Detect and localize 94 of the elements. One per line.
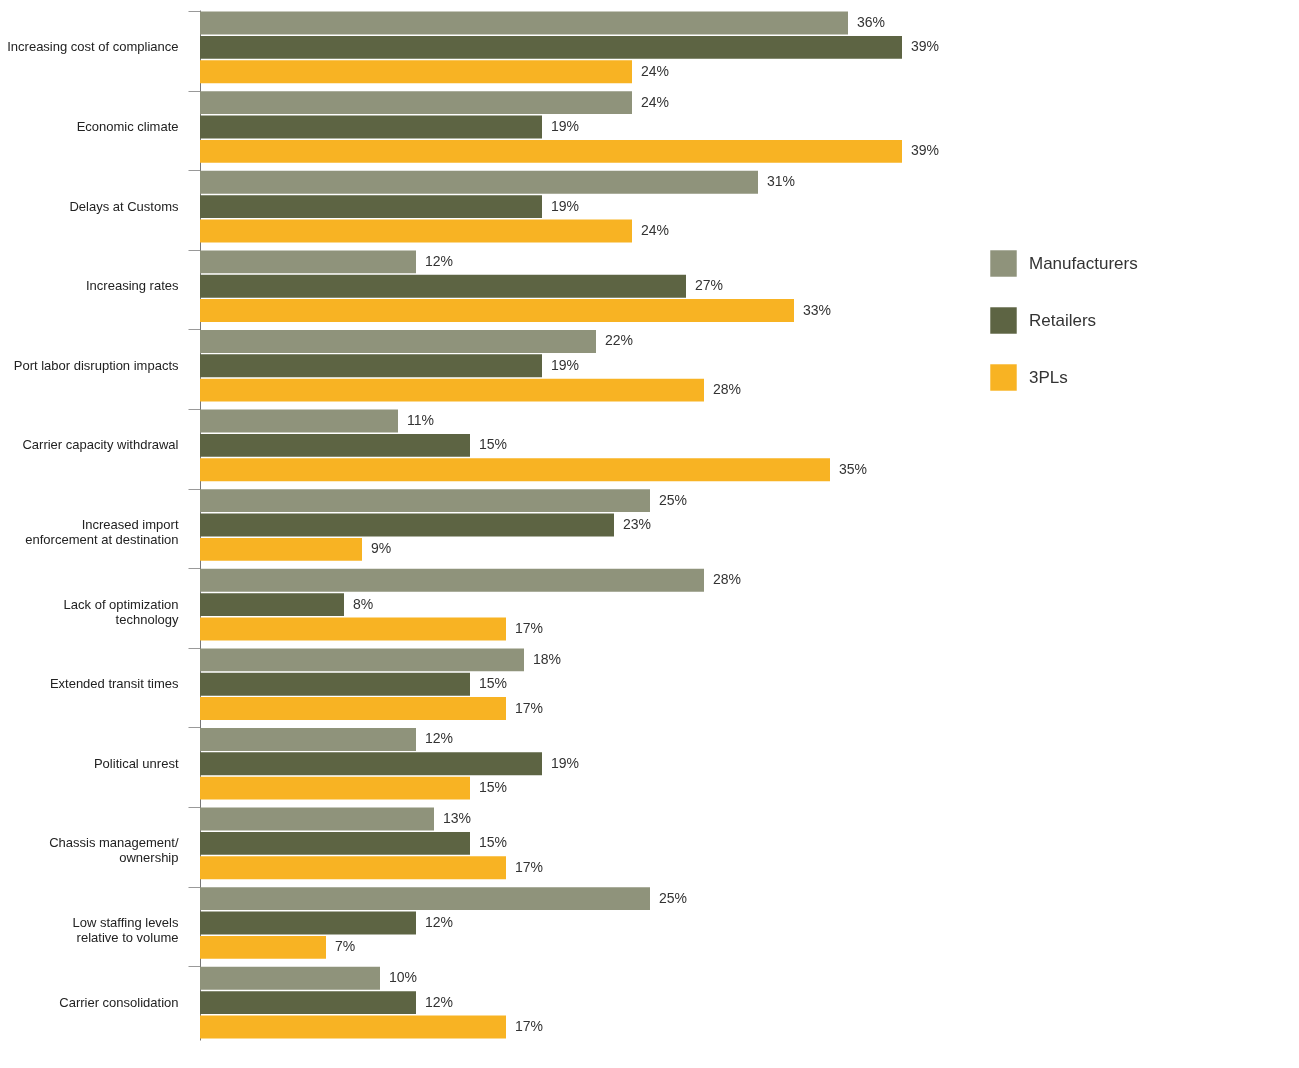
data-label: 19% bbox=[551, 754, 580, 771]
bar bbox=[200, 274, 686, 298]
data-label: 24% bbox=[641, 62, 670, 79]
data-label: 27% bbox=[695, 277, 724, 294]
data-label: 31% bbox=[767, 173, 796, 190]
bar bbox=[200, 648, 524, 672]
data-label: 25% bbox=[659, 491, 688, 508]
bar bbox=[200, 617, 506, 641]
y-tick-label: Port labor disruption impacts bbox=[13, 357, 179, 373]
bar bbox=[200, 513, 614, 537]
y-tick-label: Increasing cost of compliance bbox=[7, 39, 179, 55]
bar bbox=[200, 537, 362, 561]
data-label: 39% bbox=[911, 142, 940, 159]
y-tick-label: Political unrest bbox=[93, 755, 179, 771]
bar bbox=[200, 593, 344, 617]
data-label: 18% bbox=[533, 650, 562, 667]
data-label: 17% bbox=[515, 619, 544, 636]
y-tick-label: Carrier capacity withdrawal bbox=[22, 437, 179, 453]
bar bbox=[200, 170, 758, 194]
bar bbox=[200, 1015, 506, 1039]
data-label: 28% bbox=[713, 381, 742, 398]
bar bbox=[200, 568, 704, 592]
bar bbox=[200, 672, 470, 696]
data-label: 10% bbox=[389, 969, 418, 986]
y-tick-label: Lack of optimization technology bbox=[63, 596, 179, 627]
bar bbox=[200, 139, 902, 163]
bar bbox=[200, 299, 794, 323]
data-label: 7% bbox=[335, 938, 356, 955]
bar bbox=[200, 329, 596, 353]
data-label: 17% bbox=[515, 699, 544, 716]
data-label: 25% bbox=[659, 889, 688, 906]
data-label: 33% bbox=[803, 301, 832, 318]
bar bbox=[200, 911, 416, 935]
y-tick-label: Delays at Customs bbox=[69, 198, 179, 214]
data-label: 17% bbox=[515, 1017, 544, 1034]
data-label: 23% bbox=[623, 516, 652, 532]
data-label: 19% bbox=[551, 356, 580, 373]
data-label: 24% bbox=[641, 93, 670, 110]
bar bbox=[200, 831, 470, 855]
bar bbox=[200, 856, 506, 880]
y-tick-label: Economic climate bbox=[76, 119, 179, 135]
data-label: 12% bbox=[425, 993, 454, 1010]
data-label: 39% bbox=[911, 38, 940, 55]
bar bbox=[200, 409, 398, 433]
bar bbox=[200, 935, 326, 959]
bar bbox=[200, 752, 542, 776]
bar bbox=[200, 35, 902, 59]
y-tick-label: Increasing rates bbox=[86, 278, 179, 294]
y-tick-label: Low staffing levels relative to volume bbox=[72, 914, 179, 945]
data-label: 28% bbox=[713, 571, 742, 588]
data-label: 15% bbox=[479, 834, 508, 851]
data-label: 15% bbox=[479, 779, 508, 796]
y-tick-label: Increased import enforcement at destination bbox=[25, 517, 179, 547]
bar bbox=[200, 776, 470, 800]
bar bbox=[200, 458, 830, 482]
data-label: 19% bbox=[551, 118, 580, 135]
bar bbox=[200, 250, 416, 274]
bar bbox=[200, 887, 650, 911]
data-label: 13% bbox=[443, 810, 472, 827]
bar bbox=[200, 433, 470, 457]
bar bbox=[200, 354, 542, 378]
data-label: 35% bbox=[839, 460, 868, 477]
data-label: 9% bbox=[371, 540, 392, 557]
bar bbox=[200, 489, 650, 513]
legend-label: Retailers bbox=[1029, 310, 1097, 330]
bar bbox=[200, 378, 704, 402]
bar bbox=[200, 697, 506, 721]
data-label: 12% bbox=[425, 252, 454, 269]
bar bbox=[200, 60, 632, 84]
data-label: 15% bbox=[479, 675, 508, 692]
bar bbox=[200, 991, 416, 1015]
data-label: 12% bbox=[425, 730, 454, 747]
data-label: 36% bbox=[857, 14, 886, 31]
data-label: 15% bbox=[479, 436, 508, 453]
bar bbox=[200, 115, 542, 139]
bar bbox=[200, 727, 416, 751]
y-tick-label: Chassis management/ ownership bbox=[49, 835, 179, 866]
bar bbox=[200, 195, 542, 219]
y-tick-label: Carrier consolidation bbox=[59, 994, 179, 1010]
bar bbox=[200, 807, 434, 831]
data-label: 24% bbox=[641, 221, 670, 238]
legend-label: 3PLs bbox=[1029, 367, 1068, 387]
data-label: 19% bbox=[551, 197, 580, 214]
data-label: 17% bbox=[515, 858, 544, 875]
bar bbox=[200, 219, 632, 243]
bar bbox=[200, 966, 380, 990]
bar bbox=[200, 11, 848, 35]
data-label: 22% bbox=[605, 332, 634, 349]
bar bbox=[200, 91, 632, 115]
legend-label: Manufacturers bbox=[1029, 253, 1138, 273]
data-label: 12% bbox=[425, 913, 454, 930]
y-tick-label: Extended transit times bbox=[49, 676, 179, 692]
data-label: 11% bbox=[407, 412, 434, 429]
data-label: 8% bbox=[353, 595, 374, 612]
